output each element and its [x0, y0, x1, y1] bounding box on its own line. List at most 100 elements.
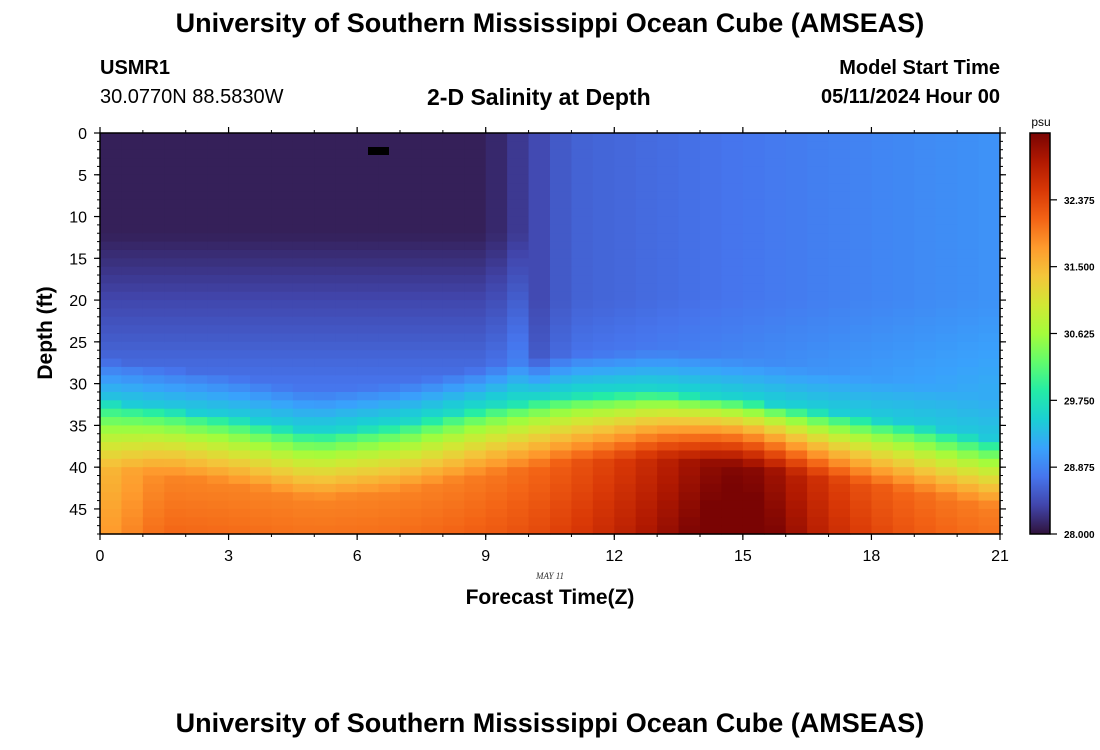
- heatmap-cell: [721, 350, 744, 360]
- heatmap-cell: [571, 141, 594, 151]
- heatmap-cell: [121, 316, 144, 326]
- heatmap-cell: [121, 308, 144, 318]
- heatmap-cell: [550, 517, 573, 527]
- heatmap-cell: [957, 508, 980, 518]
- heatmap-cell: [485, 208, 508, 218]
- heatmap-cell: [850, 366, 873, 376]
- heatmap-cell: [507, 375, 530, 385]
- heatmap-cell: [828, 191, 851, 201]
- heatmap-cell: [292, 408, 315, 418]
- heatmap-cell: [250, 358, 273, 368]
- heatmap-cell: [978, 316, 1001, 326]
- heatmap-cell: [164, 208, 187, 218]
- heatmap-cell: [507, 316, 530, 326]
- heatmap-cell: [657, 141, 680, 151]
- heatmap-cell: [271, 275, 294, 284]
- heatmap-cell: [850, 517, 873, 527]
- heatmap-cell: [100, 275, 123, 284]
- heatmap-cell: [271, 375, 294, 385]
- heatmap-cell: [550, 283, 573, 293]
- heatmap-cell: [378, 300, 401, 310]
- heatmap-cell: [657, 458, 680, 468]
- heatmap-cell: [464, 450, 487, 460]
- heatmap-cell: [228, 375, 251, 385]
- heatmap-cell: [100, 350, 123, 360]
- heatmap-cell: [892, 141, 915, 151]
- heatmap-cell: [292, 500, 315, 510]
- heatmap-cell: [742, 183, 765, 193]
- heatmap-cell: [935, 316, 958, 326]
- heatmap-cell: [292, 241, 315, 251]
- heatmap-cell: [614, 266, 637, 276]
- heatmap-cell: [400, 325, 423, 335]
- heatmap-cell: [528, 174, 551, 184]
- heatmap-cell: [357, 183, 380, 193]
- heatmap-cell: [742, 450, 765, 460]
- heatmap-cell: [335, 183, 358, 193]
- heatmap-cell: [185, 366, 208, 376]
- heatmap-cell: [378, 500, 401, 510]
- heatmap-cell: [314, 333, 337, 343]
- heatmap-cell: [271, 174, 294, 184]
- heatmap-cell: [957, 391, 980, 401]
- heatmap-cell: [700, 333, 723, 343]
- heatmap-cell: [121, 275, 144, 284]
- heatmap-cell: [100, 417, 123, 426]
- heatmap-cell: [742, 483, 765, 493]
- heatmap-cell: [807, 224, 830, 234]
- heatmap-cell: [378, 408, 401, 418]
- heatmap-cell: [742, 158, 765, 168]
- heatmap-cell: [507, 191, 530, 201]
- heatmap-cell: [807, 308, 830, 318]
- heatmap-cell: [442, 450, 465, 460]
- heatmap-cell: [850, 442, 873, 452]
- heatmap-cell: [914, 433, 937, 443]
- heatmap-cell: [764, 283, 787, 293]
- heatmap-cell: [228, 341, 251, 351]
- heatmap-cell: [228, 408, 251, 418]
- heatmap-cell: [764, 249, 787, 259]
- heatmap-cell: [485, 183, 508, 193]
- heatmap-cell: [528, 517, 551, 527]
- heatmap-cell: [250, 458, 273, 468]
- heatmap-cell: [485, 391, 508, 401]
- heatmap-cell: [592, 300, 615, 310]
- heatmap-cell: [464, 283, 487, 293]
- heatmap-cell: [914, 233, 937, 243]
- heatmap-cell: [957, 291, 980, 301]
- heatmap-cell: [142, 133, 165, 142]
- heatmap-cell: [292, 517, 315, 527]
- heatmap-cell: [657, 375, 680, 385]
- heatmap-cell: [978, 383, 1001, 393]
- heatmap-cell: [314, 316, 337, 326]
- heatmap-cell: [700, 216, 723, 226]
- heatmap-cell: [142, 483, 165, 493]
- heatmap-cell: [528, 391, 551, 401]
- heatmap-cell: [228, 233, 251, 243]
- heatmap-cell: [957, 517, 980, 527]
- heatmap-cell: [892, 325, 915, 335]
- heatmap-cell: [571, 300, 594, 310]
- heatmap-cell: [464, 358, 487, 368]
- station-id: USMR1: [100, 57, 171, 79]
- heatmap-cell: [807, 133, 830, 142]
- heatmap-cell: [978, 241, 1001, 251]
- heatmap-cell: [250, 433, 273, 443]
- heatmap-cell: [228, 158, 251, 168]
- heatmap-cell: [914, 375, 937, 385]
- heatmap-cell: [271, 133, 294, 142]
- heatmap-cell: [528, 341, 551, 351]
- heatmap-cell: [185, 216, 208, 226]
- heatmap-cell: [400, 408, 423, 418]
- heatmap-cell: [721, 283, 744, 293]
- heatmap-cell: [550, 208, 573, 218]
- heatmap-cell: [121, 408, 144, 418]
- heatmap-cell: [357, 417, 380, 426]
- heatmap-cell: [485, 458, 508, 468]
- heatmap-cell: [657, 425, 680, 435]
- heatmap-cell: [678, 366, 701, 376]
- heatmap-cell: [978, 216, 1001, 226]
- heatmap-cell: [550, 391, 573, 401]
- heatmap-cell: [871, 149, 894, 159]
- heatmap-cell: [335, 400, 358, 410]
